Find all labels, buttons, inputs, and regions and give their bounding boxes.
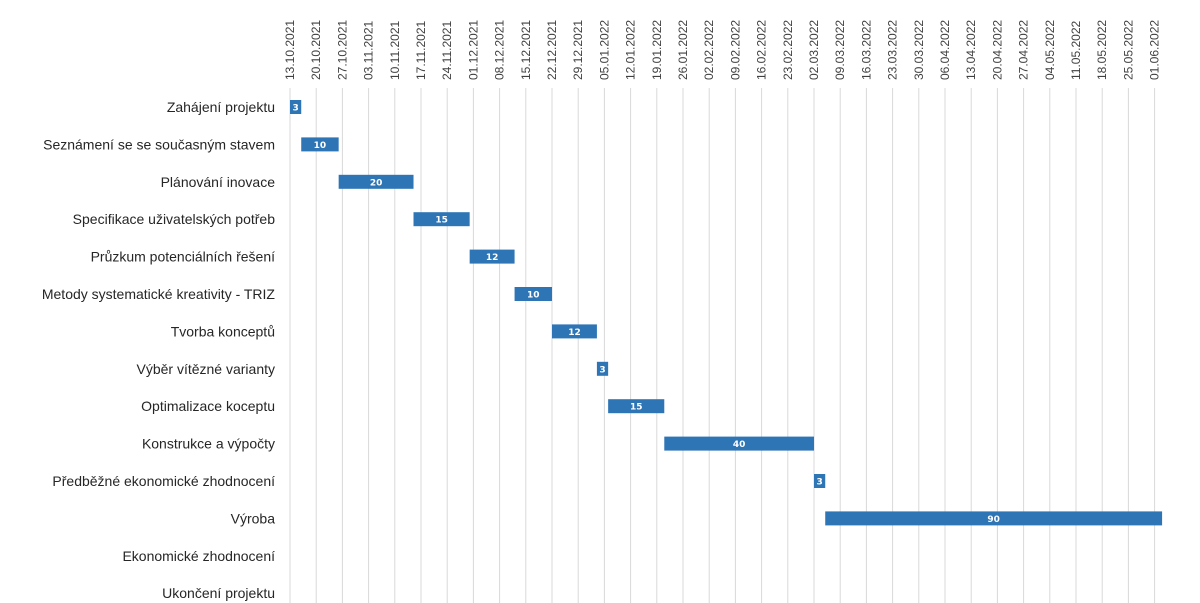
task-label: Výběr vítězné varianty [136,361,275,377]
x-tick-label: 29.12.2021 [571,20,585,80]
task-bar [825,511,1163,526]
x-tick-label: 18.05.2022 [1095,20,1109,80]
task-label: Zahájení projektu [167,99,275,115]
x-tick-label: 20.10.2021 [309,20,323,80]
x-tick-label: 16.03.2022 [859,20,873,80]
x-tick-label: 06.04.2022 [938,20,952,80]
x-tick-label: 23.02.2022 [781,20,795,80]
bar-duration-label: 3 [292,104,298,114]
x-tick-label: 12.01.2022 [624,20,638,80]
x-tick-label: 15.12.2021 [519,20,533,80]
task-bars: 3 10 20 15 12 10 12 3 15 40 3 90 [290,100,1163,526]
task-bar [338,174,414,189]
bar-duration-label: 3 [816,478,822,488]
x-tick-label: 03.11.2021 [362,21,376,80]
x-tick-label: 20.04.2022 [990,20,1004,80]
bar-duration-label: 10 [314,141,327,151]
x-tick-label: 02.02.2022 [702,20,716,80]
x-tick-label: 30.03.2022 [912,20,926,80]
task-label: Průzkum potenciálních řešení [91,249,276,265]
x-tick-label: 10.11.2021 [388,21,402,80]
task-bar [290,100,302,114]
task-label: Předběžné ekonomické zhodnocení [52,473,275,489]
task-bar [596,361,609,376]
task-label: Optimalizace koceptu [141,398,275,414]
task-bar [552,324,597,339]
task-label: Výroba [231,510,276,526]
task-label: Ekonomické zhodnocení [122,548,275,564]
task-bar [814,474,826,488]
bar-duration-label: 15 [435,216,448,226]
x-axis-tick-labels: 13.10.2021 20.10.2021 27.10.2021 03.11.2021… [283,20,1162,80]
x-tick-label: 09.02.2022 [728,20,742,80]
x-tick-label: 23.03.2022 [886,20,900,80]
task-label: Plánování inovace [161,174,276,190]
bar-duration-label: 12 [486,253,499,263]
bar-duration-label: 20 [370,178,383,188]
task-bar [514,287,552,301]
bar-duration-label: 10 [527,291,540,301]
x-tick-label: 19.01.2022 [650,20,664,80]
task-label: Seznámení se se současným stavem [43,136,275,152]
task-label: Specifikace uživatelských potřeb [73,211,276,227]
grid-lines [289,88,1156,603]
bar-duration-label: 3 [599,365,605,375]
x-tick-label: 13.10.2021 [283,20,297,80]
x-tick-label: 09.03.2022 [833,20,847,80]
x-tick-label: 22.12.2021 [545,20,559,80]
task-bar [469,249,515,264]
x-tick-label: 27.04.2022 [1017,20,1031,80]
x-tick-label: 11.05.2022 [1069,21,1083,80]
x-tick-label: 26.01.2022 [676,20,690,80]
x-tick-label: 24.11.2021 [440,21,454,80]
task-label: Konstrukce a výpočty [142,436,275,452]
bar-duration-label: 12 [568,328,581,338]
x-tick-label: 01.06.2022 [1148,20,1162,80]
x-tick-label: 13.04.2022 [964,20,978,80]
x-tick-label: 25.05.2022 [1121,20,1135,80]
x-tick-label: 01.12.2021 [466,20,480,80]
x-tick-label: 05.01.2022 [597,20,611,80]
x-tick-label: 04.05.2022 [1043,20,1057,80]
task-bar [301,137,339,152]
task-labels: Zahájení projektu Seznámení se se současn… [42,99,276,601]
x-tick-label: 17.11.2021 [414,21,428,80]
bar-duration-label: 40 [733,440,746,450]
task-label: Tvorba konceptů [171,323,275,339]
x-tick-label: 08.12.2021 [493,20,507,80]
task-bar [664,436,814,451]
bar-duration-label: 90 [987,515,1000,525]
bar-duration-label: 15 [630,403,643,413]
task-bar [413,212,470,227]
task-bar [608,399,665,414]
task-label: Ukončení projektu [162,585,275,601]
x-tick-label: 02.03.2022 [807,20,821,80]
x-tick-label: 27.10.2021 [335,20,349,80]
x-tick-label: 16.02.2022 [755,20,769,80]
task-label: Metody systematické kreativity - TRIZ [42,286,276,302]
